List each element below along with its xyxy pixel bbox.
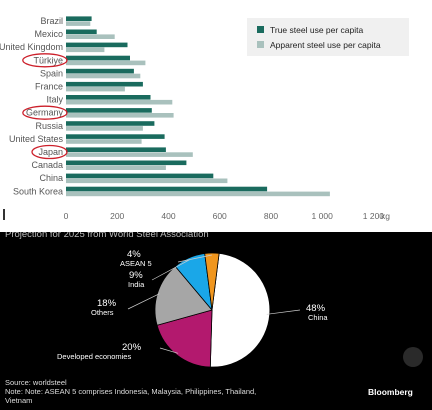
category-label-united-kingdom: United Kingdom — [0, 42, 63, 52]
category-label-italy: Italy — [46, 95, 63, 105]
pie-leader-lines — [127, 254, 301, 354]
bar-true-brazil — [66, 16, 92, 21]
bar-true-russia — [66, 121, 155, 126]
text-cursor-mark — [3, 209, 5, 220]
bar-apparent-japan — [66, 152, 193, 157]
bar-true-spain — [66, 68, 134, 74]
pie-chart-panel: Projection for 2025 from World Steel Ass… — [0, 232, 432, 410]
bar-apparent-united-kingdom — [66, 47, 105, 53]
category-label-germany: Germany — [26, 108, 64, 118]
x-tick-0: 0 — [64, 211, 69, 221]
x-tick-200: 200 — [110, 211, 124, 221]
bar-apparent-france — [66, 86, 125, 92]
steel-bar-chart: Brazil Mexico United Kingdom Türkiye Spain Fr… — [0, 16, 409, 221]
pie-pct-developed: 20% — [122, 342, 142, 353]
highlight-circle-t-rkiye — [22, 53, 68, 68]
x-tick-labels: 0 200 400 600 800 1 000 1 200 — [64, 211, 385, 221]
bar-true-canada — [66, 160, 187, 166]
highlight-circle-germany — [22, 105, 68, 120]
bar-apparent-spain — [66, 73, 141, 79]
category-label-russia: Russia — [35, 121, 63, 131]
legend-swatch-apparent — [257, 41, 264, 48]
bar-true-china — [66, 173, 214, 179]
category-label-japan: Japan — [38, 147, 63, 157]
legend-swatch-true — [257, 26, 264, 33]
x-tick-800: 800 — [264, 211, 278, 221]
bar-true-germany — [66, 108, 152, 113]
bar-apparent-germany — [66, 113, 174, 118]
pie-label-india: India — [128, 280, 145, 289]
pie-slice-china — [209, 252, 271, 368]
leader-line-others — [127, 293, 160, 310]
highlight-circles — [22, 53, 68, 160]
bloomberg-logo: Bloomberg — [368, 387, 413, 397]
x-tick-1000: 1 000 — [312, 211, 334, 221]
note-text-line1: Note: Note: ASEAN 5 comprises Indonesia,… — [5, 387, 256, 396]
legend-label-true: True steel use per capita — [270, 25, 364, 35]
pie-label-china: China — [308, 313, 328, 322]
note-text-line2: Vietnam — [5, 396, 32, 405]
pie-label-others: Others — [91, 308, 114, 317]
source-text: Source: worldsteel — [5, 378, 67, 387]
steel-bar-chart-panel: Brazil Mexico United Kingdom Türkiye Spain Fr… — [0, 16, 409, 221]
pie-pct-india: 9% — [129, 270, 143, 281]
bar-apparent-brazil — [66, 21, 91, 26]
x-tick-1200: 1 200 — [363, 211, 385, 221]
x-tick-600: 600 — [213, 211, 227, 221]
bar-apparent-mexico — [66, 34, 115, 39]
bar-apparent-italy — [66, 99, 173, 105]
legend-box — [247, 18, 409, 56]
leader-line-asean-5 — [177, 254, 212, 263]
pie-pct-china: 48% — [306, 303, 326, 314]
bar-apparent-united-states — [66, 139, 142, 144]
pie-pct-others: 18% — [97, 298, 117, 309]
pie-label-asean5: ASEAN 5 — [120, 259, 152, 268]
category-label-south-korea: South Korea — [13, 186, 63, 196]
category-labels: Brazil Mexico United Kingdom Türkiye Spain Fr… — [0, 16, 63, 196]
bar-true-t-rkiye — [66, 55, 130, 61]
pie-title: Projection for 2025 from World Steel Ass… — [5, 232, 209, 240]
legend: True steel use per capita Apparent steel… — [247, 18, 409, 56]
highlight-circle-japan — [31, 144, 68, 160]
bar-apparent-south-korea — [66, 191, 330, 197]
bar-true-france — [66, 81, 143, 87]
bar-true-italy — [66, 95, 151, 100]
x-tick-400: 400 — [161, 211, 175, 221]
category-label-mexico: Mexico — [34, 29, 63, 39]
legend-label-apparent: Apparent steel use per capita — [270, 40, 381, 50]
leader-line-developed-economies — [159, 347, 179, 354]
leader-line-india — [151, 259, 191, 281]
category-label-spain: Spain — [40, 68, 63, 78]
steel-pie-chart: Projection for 2025 from World Steel Ass… — [5, 232, 423, 405]
bar-true-united-states — [66, 134, 165, 139]
category-label-t-rkiye: Türkiye — [33, 55, 63, 65]
category-label-united-states: United States — [9, 134, 64, 144]
x-axis-unit: kg — [381, 211, 390, 221]
category-label-brazil: Brazil — [40, 16, 63, 26]
bars-group — [66, 16, 330, 197]
pie-slice-developed-economies — [156, 309, 213, 368]
bar-apparent-china — [66, 178, 228, 184]
bar-apparent-t-rkiye — [66, 60, 146, 66]
pie-label-developed: Developed economies — [57, 352, 131, 361]
play-button-overlay[interactable] — [403, 347, 423, 367]
bar-apparent-russia — [66, 126, 143, 131]
category-label-china: China — [39, 173, 63, 183]
leader-line-china — [266, 309, 301, 315]
bar-true-mexico — [66, 29, 97, 35]
bar-true-south-korea — [66, 186, 268, 192]
bar-true-united-kingdom — [66, 42, 128, 48]
pie-pct-asean5: 4% — [127, 249, 141, 260]
pie-slice-asean-5 — [204, 252, 220, 311]
category-label-france: France — [35, 82, 63, 92]
pie-slices — [154, 252, 271, 368]
category-label-canada: Canada — [31, 160, 63, 170]
bar-apparent-canada — [66, 165, 166, 170]
bar-true-japan — [66, 147, 166, 152]
